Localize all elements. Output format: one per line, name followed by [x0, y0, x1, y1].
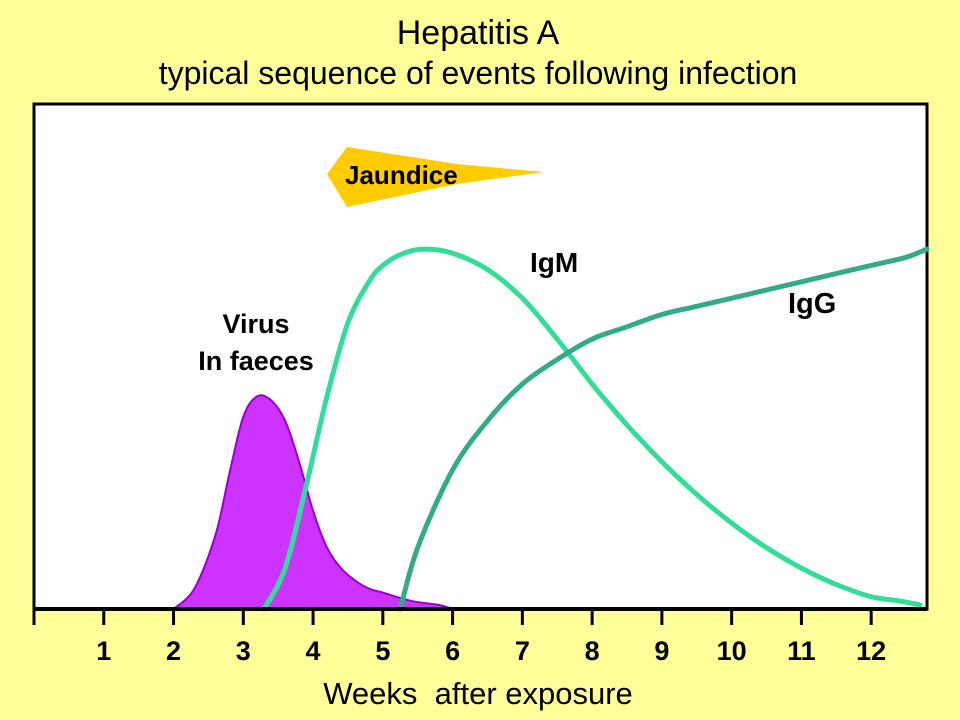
x-tick-label: 3: [236, 636, 251, 666]
x-tick-label: 8: [585, 636, 600, 666]
series-virus-label: In faeces: [198, 346, 314, 376]
series-igm-line: [261, 246, 923, 612]
x-tick-label: 11: [787, 636, 816, 666]
series-virus-label: Virus: [222, 309, 289, 339]
x-tick-label: 1: [96, 636, 111, 666]
series-virus-area: [171, 394, 453, 610]
series-igg-label: IgG: [788, 288, 836, 320]
jaundice-label: Jaundice: [345, 160, 458, 190]
x-tick-label: 6: [445, 636, 460, 666]
x-tick-label: 2: [166, 636, 181, 666]
chart-subtitle: typical sequence of events following inf…: [159, 55, 798, 91]
plot-area: [32, 102, 929, 611]
x-tick-label: 4: [306, 636, 321, 666]
jaundice-marker: [327, 147, 544, 207]
x-tick-label: 5: [375, 636, 390, 666]
x-axis-label: Weeks after exposure: [323, 676, 633, 711]
chart-title: Hepatitis A: [397, 14, 560, 52]
x-tick-label: 9: [654, 636, 669, 666]
series-igg-line: [397, 246, 930, 612]
x-tick-label: 10: [717, 636, 747, 666]
x-tick-label: 7: [515, 636, 530, 666]
series-igm-label: IgM: [530, 247, 578, 278]
x-tick-label: 12: [856, 636, 886, 666]
